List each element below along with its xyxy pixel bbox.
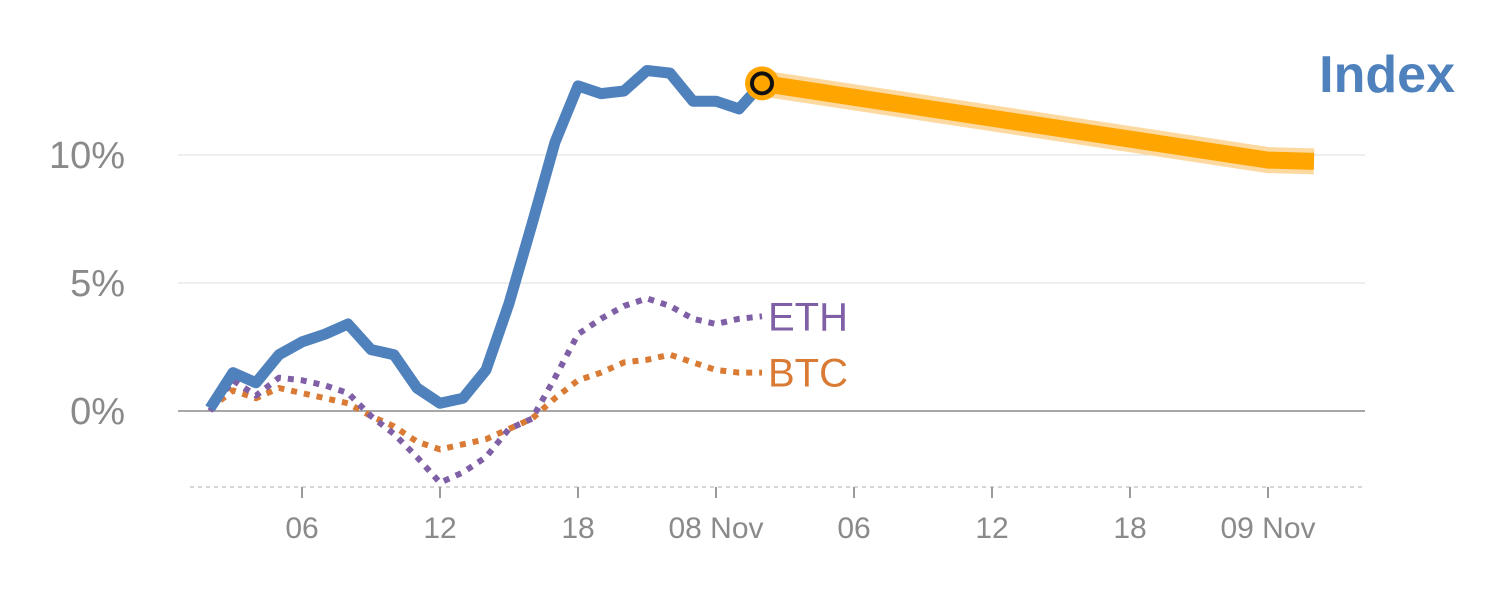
ytick-label: 10% bbox=[49, 135, 125, 177]
xtick-label: 06 bbox=[285, 512, 318, 545]
xtick-label: 18 bbox=[561, 512, 594, 545]
ytick-label: 0% bbox=[70, 391, 125, 433]
axis-layer: 0% 5% 10% 06 12 18 08 Nov 06 12 18 09 Nov bbox=[49, 135, 1365, 545]
xtick-label: 09 Nov bbox=[1220, 512, 1315, 545]
xtick-label: 08 Nov bbox=[668, 512, 763, 545]
series-layer bbox=[205, 65, 1315, 486]
ytick-label: 5% bbox=[70, 263, 125, 305]
xtick-label: 12 bbox=[423, 512, 456, 545]
xtick-label: 06 bbox=[837, 512, 870, 545]
series-label-btc: BTC bbox=[768, 352, 848, 396]
xtick-label: 12 bbox=[975, 512, 1008, 545]
current-point-marker-outer bbox=[745, 66, 779, 101]
series-index-line bbox=[205, 65, 767, 412]
series-label-eth: ETH bbox=[768, 295, 848, 339]
xtick-label: 18 bbox=[1113, 512, 1146, 545]
label-layer: ETH BTC bbox=[768, 295, 848, 395]
series-eth-line bbox=[207, 295, 763, 486]
series-btc-line bbox=[208, 351, 762, 453]
projection-line bbox=[760, 74, 1315, 170]
current-point-marker-inner bbox=[750, 71, 774, 96]
chart-title: Index bbox=[1319, 46, 1455, 104]
